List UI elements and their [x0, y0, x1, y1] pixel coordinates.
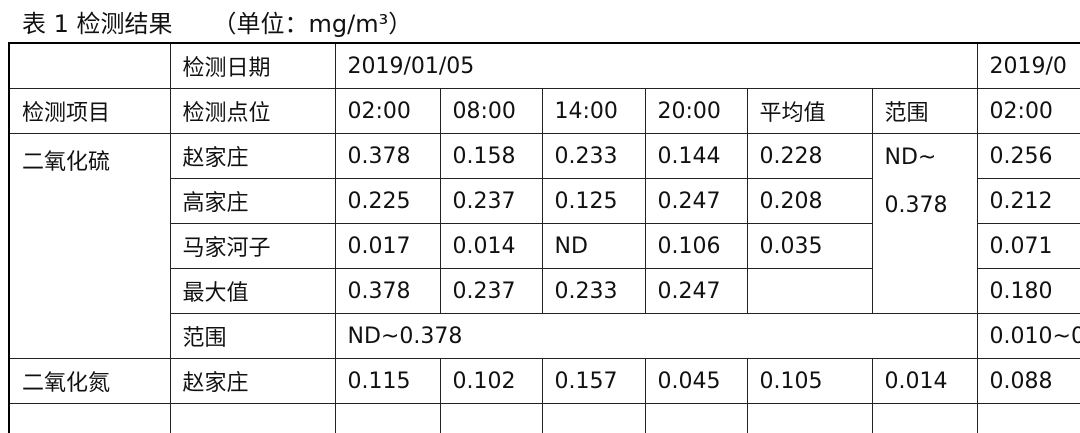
cell: 赵家庄: [170, 359, 335, 404]
cell: 最大值: [170, 269, 335, 314]
cell: [10, 404, 170, 433]
cell: 高家庄: [170, 179, 335, 224]
cell: 检测点位: [170, 89, 335, 134]
cell: 检测项目: [10, 89, 170, 134]
cell: 0.228: [747, 134, 872, 179]
cell: 0.105: [747, 359, 872, 404]
table-caption: 表 1 检测结果 （单位：mg/m³）: [22, 4, 412, 39]
title: 表 1 检测结果: [22, 10, 173, 38]
cell: 马家河子: [170, 224, 335, 269]
cell: 二氧化硫: [10, 134, 170, 359]
cell: [872, 404, 977, 433]
cell: 02:00: [977, 89, 1080, 134]
cell: 2019/0: [977, 44, 1080, 89]
cell: 0.014: [440, 224, 542, 269]
cell: [977, 404, 1080, 433]
cell: 0.208: [747, 179, 872, 224]
cell: 0.247: [645, 269, 747, 314]
cell: 20:00: [645, 89, 747, 134]
row: 二氧化硫 赵家庄 0.378 0.158 0.233 0.144 0.228 N…: [10, 134, 1080, 179]
table-frame: 检测日期 2019/01/05 2019/0 检测项目 检测点位 02:00 0…: [8, 42, 1080, 433]
cell: 0.125: [542, 179, 645, 224]
cell: 0.144: [645, 134, 747, 179]
cell: [10, 44, 170, 89]
cell: 0.158: [440, 134, 542, 179]
table: 检测日期 2019/01/05 2019/0 检测项目 检测点位 02:00 0…: [10, 44, 1080, 433]
cell: 0.237: [440, 269, 542, 314]
cell: 02:00: [335, 89, 440, 134]
cell: 范围: [170, 314, 335, 359]
cell: 范围: [872, 89, 977, 134]
cell: [747, 269, 872, 314]
cell: [542, 404, 645, 433]
cell: [170, 404, 335, 433]
cell: 平均值: [747, 89, 872, 134]
cell: 0.378: [335, 134, 440, 179]
cell: [747, 404, 872, 433]
row: 范围 ND~0.378 0.010~0: [10, 314, 1080, 359]
cell: 0.237: [440, 179, 542, 224]
cell: 0.035: [747, 224, 872, 269]
cell: ND~0.378: [335, 314, 977, 359]
cell: 0.157: [542, 359, 645, 404]
cell: 0.014: [872, 359, 977, 404]
cell: 检测日期: [170, 44, 335, 89]
row: 检测项目 检测点位 02:00 08:00 14:00 20:00 平均值 范围…: [10, 89, 1080, 134]
cell: 0.378: [335, 269, 440, 314]
cell: 赵家庄: [170, 134, 335, 179]
cell: 08:00: [440, 89, 542, 134]
cell-line: 0.378: [885, 182, 977, 230]
cell: 0.256: [977, 134, 1080, 179]
cell: 0.071: [977, 224, 1080, 269]
row: 二氧化氮 赵家庄 0.115 0.102 0.157 0.045 0.105 0…: [10, 359, 1080, 404]
cell: 0.233: [542, 269, 645, 314]
cell: 0.045: [645, 359, 747, 404]
cell: 2019/01/05: [335, 44, 977, 89]
row: [10, 404, 1080, 433]
cell: [335, 404, 440, 433]
cell: 0.102: [440, 359, 542, 404]
cell: 0.212: [977, 179, 1080, 224]
cell: 0.017: [335, 224, 440, 269]
unit: （单位：mg/m³）: [213, 10, 413, 38]
cell: 0.247: [645, 179, 747, 224]
cell: 二氧化氮: [10, 359, 170, 404]
cell: 0.225: [335, 179, 440, 224]
cell: ND~0.378: [872, 134, 977, 314]
cell: 0.115: [335, 359, 440, 404]
cell-line: ND~: [885, 134, 977, 182]
cell: 0.180: [977, 269, 1080, 314]
cell: 0.233: [542, 134, 645, 179]
cell: ND: [542, 224, 645, 269]
cell: 0.106: [645, 224, 747, 269]
cell: 14:00: [542, 89, 645, 134]
cell: [645, 404, 747, 433]
row: 检测日期 2019/01/05 2019/0: [10, 44, 1080, 89]
cell: [440, 404, 542, 433]
cell: 0.010~0: [977, 314, 1080, 359]
cell: 0.088: [977, 359, 1080, 404]
